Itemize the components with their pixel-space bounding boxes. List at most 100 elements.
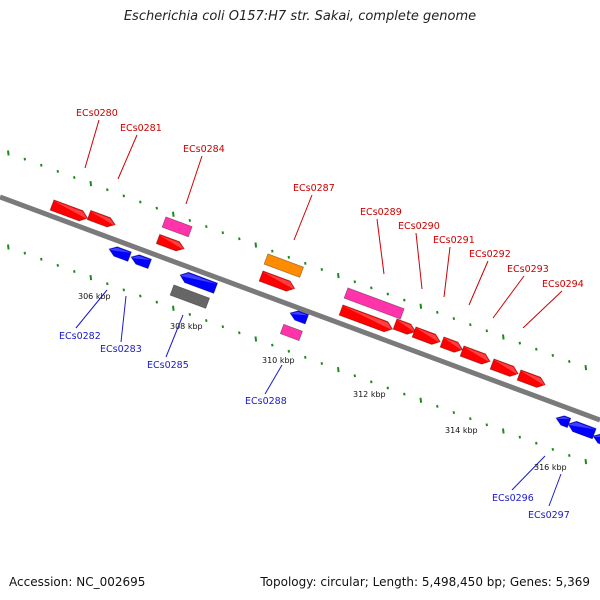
upper-scale-dash <box>469 323 472 327</box>
label-leader-lines <box>75 119 563 507</box>
forward-gene-label: ECs0287 <box>293 183 335 194</box>
lower-scale-dash <box>106 282 109 286</box>
lower-scale-dash <box>353 374 357 378</box>
lower-scale-dash <box>485 423 489 427</box>
upper-scale-dash <box>568 359 571 363</box>
scale-dash-tracks <box>7 150 588 465</box>
upper-scale-dash <box>485 329 489 333</box>
lower-scale-dash <box>89 275 93 281</box>
gene-arrow <box>459 345 491 365</box>
gene-arrow <box>592 433 600 447</box>
lower-scale-dash <box>188 312 192 316</box>
lower-scale-dash <box>518 435 522 439</box>
upper-scale-dash <box>452 317 456 321</box>
lower-scale-dash <box>535 441 538 445</box>
upper-scale-dash <box>155 206 159 210</box>
forward-gene-label: ECs0281 <box>120 123 162 134</box>
upper-scale-dash <box>238 237 241 241</box>
forward-gene-label: ECs0289 <box>360 207 402 218</box>
gene-arrow <box>263 253 305 278</box>
lower-scale-dash <box>23 251 27 255</box>
upper-scale-dash <box>535 347 538 351</box>
upper-scale-dash <box>254 242 258 248</box>
lower-scale-dash <box>320 362 324 365</box>
gene-arrow <box>161 216 193 238</box>
leader-line <box>492 275 525 319</box>
scale-tick-label: 312 kbp <box>353 390 386 399</box>
gene-arrow <box>516 369 546 388</box>
lower-scale-dash <box>254 336 258 342</box>
lower-scale-dash <box>304 355 307 359</box>
forward-gene-label: ECs0280 <box>76 108 118 119</box>
lower-scale-dash <box>122 288 126 292</box>
upper-scale-dash <box>551 353 555 357</box>
forward-gene-label: ECs0290 <box>398 221 440 232</box>
upper-scale-dash <box>436 310 439 314</box>
gene-arrow <box>108 246 132 262</box>
leader-line <box>468 260 489 306</box>
lower-scale-dash <box>370 380 373 384</box>
topology-summary: Topology: circular; Length: 5,498,450 bp… <box>260 575 590 589</box>
leader-line <box>84 119 100 169</box>
leader-line <box>185 155 203 205</box>
gene-arrow <box>86 209 116 228</box>
leader-line <box>376 218 385 275</box>
scale-tick-label: 314 kbp <box>445 426 478 435</box>
lower-scale-dash <box>469 417 472 421</box>
gene-arrow <box>130 254 153 270</box>
gene-arrow <box>489 358 519 377</box>
upper-scale-dash <box>419 303 423 309</box>
upper-scale-dash <box>502 334 505 340</box>
lower-scale-dash <box>386 386 390 390</box>
reverse-gene-label: ECs0285 <box>147 360 189 371</box>
lower-scale-dash <box>139 294 142 298</box>
lower-scale-dash <box>337 367 340 373</box>
lower-scale-dash <box>56 263 60 267</box>
leader-line <box>165 314 184 358</box>
upper-scale-dash <box>56 169 60 173</box>
lower-scale-dash <box>551 447 555 451</box>
gene-arrow <box>169 284 211 309</box>
gene-arrow <box>155 233 185 252</box>
reverse-gene-label: ECs0288 <box>245 396 287 407</box>
lower-scale-dash <box>452 411 456 415</box>
forward-gene-label: ECs0293 <box>507 264 549 275</box>
upper-scale-dash <box>139 200 142 204</box>
gene-arrow <box>289 310 310 325</box>
upper-scale-dash <box>221 231 225 235</box>
scale-tick-label: 316 kbp <box>534 463 567 472</box>
map-title: Escherichia coli O157:H7 str. Sakai, com… <box>123 9 477 24</box>
forward-gene-label: ECs0291 <box>433 235 475 246</box>
leader-line <box>548 473 562 507</box>
upper-scale-dash <box>122 194 126 198</box>
scale-tick-label: 306 kbp <box>78 292 111 301</box>
scale-tick-label: 310 kbp <box>262 356 295 365</box>
gene-arrow <box>392 318 417 335</box>
gene-arrow <box>567 420 597 440</box>
lower-scale-dash <box>221 325 225 329</box>
scale-tick-label: 308 kbp <box>170 322 203 331</box>
upper-scale-dash <box>584 364 588 371</box>
leader-line <box>443 246 451 298</box>
upper-scale-dash <box>337 273 340 279</box>
lower-scale-dash <box>419 397 423 403</box>
scale-labels: 306 kbp 308 kbp 310 kbp 312 kbp 314 kbp 316 k… <box>78 292 567 472</box>
lower-scale-dash <box>205 319 208 323</box>
leader-line <box>522 290 563 329</box>
upper-scale-dash <box>287 255 291 259</box>
upper-scale-dash <box>73 176 76 179</box>
upper-scale-dash <box>89 181 93 187</box>
upper-scale-dash <box>106 188 109 192</box>
lower-scale-dash <box>502 428 505 434</box>
upper-scale-dash <box>353 280 357 284</box>
upper-scale-dash <box>386 292 390 296</box>
reverse-gene-label: ECs0296 <box>492 493 534 504</box>
upper-scale-dash <box>370 286 373 290</box>
upper-scale-dash <box>403 298 406 302</box>
genome-backbone <box>0 194 600 423</box>
leader-line <box>120 295 127 343</box>
gene-arrow <box>439 336 464 353</box>
